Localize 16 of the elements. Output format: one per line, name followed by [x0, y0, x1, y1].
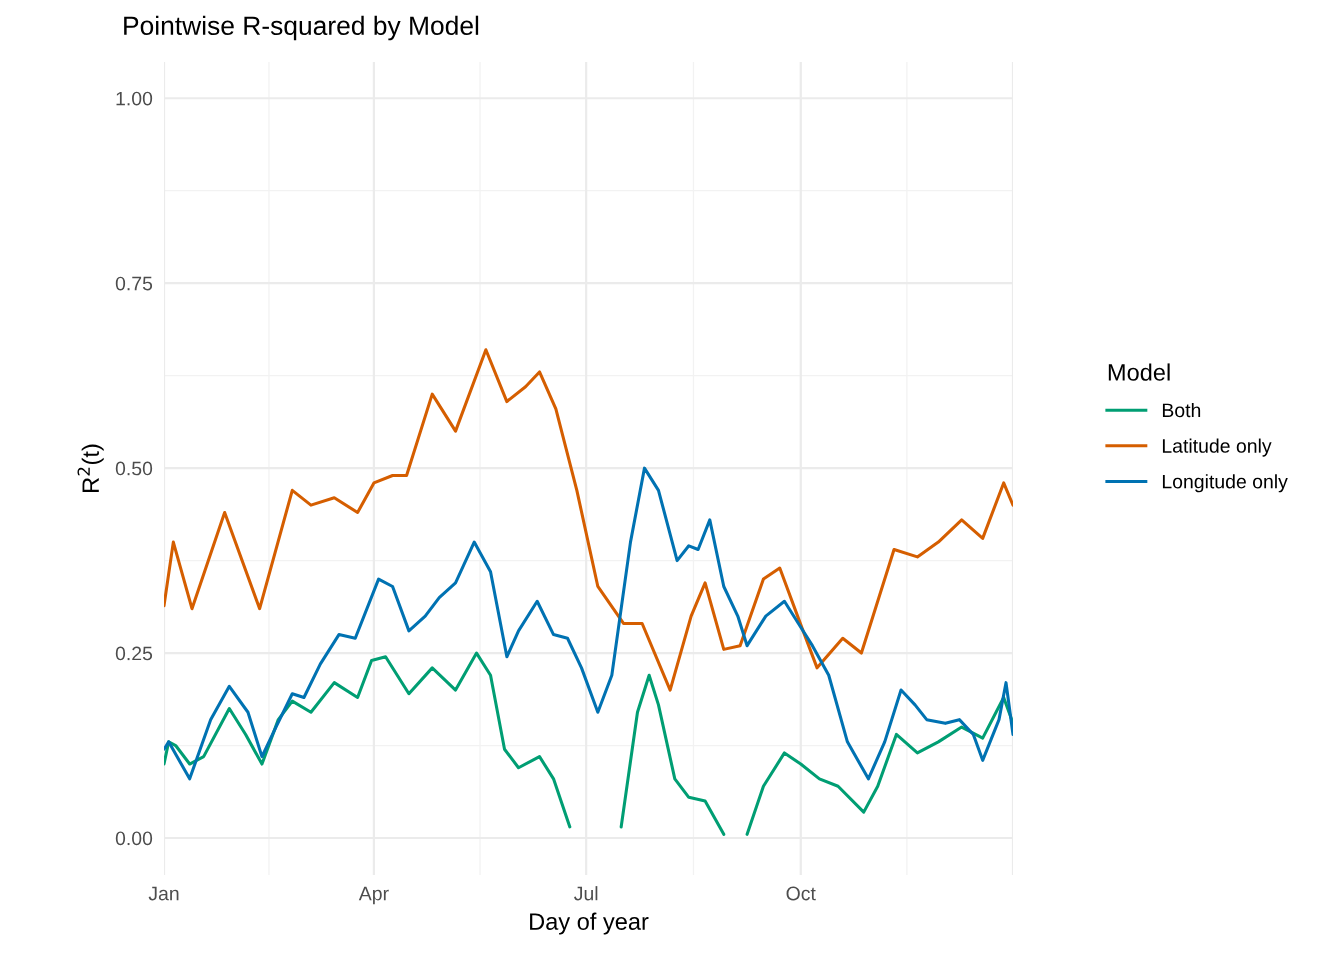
- x-tick-label: Jan: [148, 886, 179, 901]
- y-tick-label: 1.00: [116, 91, 153, 106]
- y-tick-label: 0.00: [115, 831, 153, 846]
- legend-label: Latitude only: [1162, 438, 1272, 457]
- y-tick-label: 0.50: [115, 461, 153, 476]
- x-tick-label: Oct: [786, 886, 816, 901]
- legend-title: Model: [1108, 363, 1170, 381]
- legend-label: Longitude only: [1162, 474, 1288, 493]
- y-tick-label: 0.75: [115, 276, 153, 291]
- y-axis-title: R$^{2}$(t): [77, 444, 104, 492]
- legend-label: Both: [1162, 402, 1201, 418]
- x-tick-label: Apr: [358, 886, 389, 905]
- chart-title: Pointwise R-squared by Model: [124, 15, 479, 41]
- x-axis-title: Day of year: [530, 912, 649, 935]
- y-tick-label: 0.25: [115, 646, 153, 661]
- x-tick-label: Jul: [574, 886, 598, 901]
